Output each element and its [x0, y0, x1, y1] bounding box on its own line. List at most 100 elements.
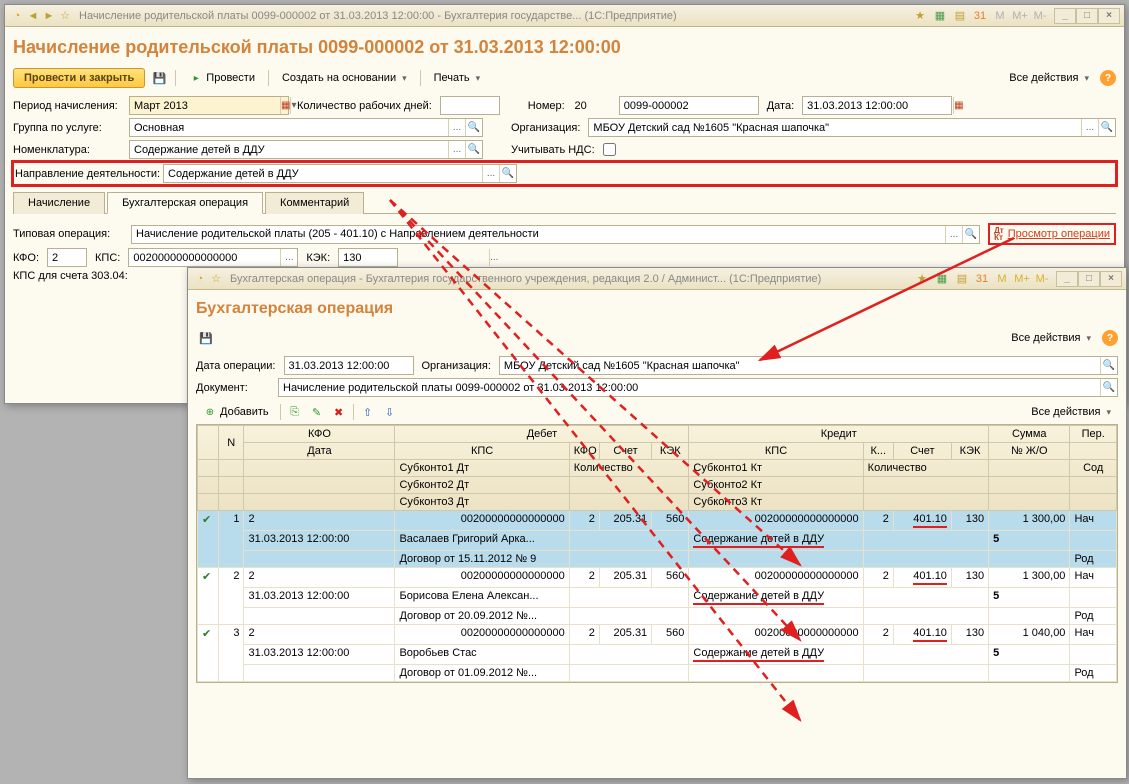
copy-icon[interactable]: ⎘: [285, 402, 305, 422]
org-dots-icon[interactable]: ...: [1081, 119, 1098, 136]
view-operation-link[interactable]: Просмотр операции: [1008, 228, 1110, 240]
nomen-input[interactable]: [130, 144, 448, 156]
fav-icon[interactable]: ★: [914, 271, 930, 287]
mplus-icon[interactable]: M+: [1014, 271, 1030, 287]
dateop-input[interactable]: [285, 360, 435, 372]
document-field[interactable]: 🔍: [278, 378, 1118, 397]
maximize-button[interactable]: □: [1078, 271, 1100, 287]
postings-table[interactable]: N КФО Дебет Кредит Сумма Пер. Дата КПС К…: [196, 424, 1118, 683]
minimize-button[interactable]: _: [1054, 8, 1076, 24]
mplus-icon[interactable]: M+: [1012, 8, 1028, 24]
star-icon[interactable]: ☆: [57, 8, 73, 24]
table-row-sub[interactable]: 31.03.2013 12:00:00 Борисова Елена Алекс…: [198, 588, 1117, 608]
kek-field[interactable]: ...: [338, 248, 398, 267]
table-row-sub[interactable]: Договор от 15.11.2012 № 9 Род: [198, 551, 1117, 568]
date-input[interactable]: [803, 100, 953, 112]
m-icon[interactable]: M: [992, 8, 1008, 24]
direction-dots-icon[interactable]: ...: [482, 165, 499, 182]
table-row-sub[interactable]: Договор от 20.09.2012 №... Род: [198, 608, 1117, 625]
grid-icon[interactable]: ▦: [932, 8, 948, 24]
grid-icon[interactable]: ▦: [934, 271, 950, 287]
mminus-icon[interactable]: M-: [1034, 271, 1050, 287]
org-mag-icon[interactable]: 🔍: [1100, 357, 1117, 374]
nds-checkbox[interactable]: [603, 143, 616, 156]
fav-icon[interactable]: ★: [912, 8, 928, 24]
add-button[interactable]: ⊕Добавить: [196, 402, 276, 422]
calc-icon[interactable]: ▤: [954, 271, 970, 287]
days-input[interactable]: [441, 100, 591, 112]
edit-icon[interactable]: ✎: [307, 402, 327, 422]
table-row-sub[interactable]: Договор от 01.09.2012 №... Род: [198, 665, 1117, 682]
tab-charge[interactable]: Начисление: [13, 192, 105, 214]
close-button[interactable]: ×: [1098, 8, 1120, 24]
table-row[interactable]: ✔ 1 2 00200000000000000 2 205.31 560 002…: [198, 511, 1117, 531]
star-icon[interactable]: ☆: [208, 271, 224, 287]
calendar-icon[interactable]: 31: [972, 8, 988, 24]
period-field[interactable]: ▦▾: [129, 96, 289, 115]
date-field[interactable]: ▦: [802, 96, 952, 115]
number-field[interactable]: [619, 96, 759, 115]
period-calendar-icon[interactable]: ▦: [280, 97, 290, 114]
all-actions-button[interactable]: Все действия: [1002, 69, 1096, 87]
all-actions-button[interactable]: Все действия: [1004, 329, 1098, 347]
kfo-field[interactable]: ...: [47, 248, 87, 267]
save-icon[interactable]: 💾: [149, 68, 169, 88]
org-mag-icon[interactable]: 🔍: [1098, 119, 1115, 136]
nomen-dots-icon[interactable]: ...: [448, 141, 465, 158]
maximize-button[interactable]: □: [1076, 8, 1098, 24]
org-input[interactable]: [589, 122, 1081, 134]
days-field[interactable]: [440, 96, 500, 115]
minimize-button[interactable]: _: [1056, 271, 1078, 287]
post-close-button[interactable]: Провести и закрыть: [13, 68, 145, 88]
save-icon[interactable]: 💾: [196, 328, 216, 348]
table-row[interactable]: ✔ 2 2 00200000000000000 2 205.31 560 002…: [198, 568, 1117, 588]
help-icon[interactable]: ?: [1102, 330, 1118, 346]
kps-input[interactable]: [129, 252, 280, 264]
kps-dots-icon[interactable]: ...: [280, 249, 297, 266]
document-mag-icon[interactable]: 🔍: [1100, 379, 1117, 396]
group-field[interactable]: ...🔍: [129, 118, 483, 137]
group-input[interactable]: [130, 122, 448, 134]
direction-mag-icon[interactable]: 🔍: [499, 165, 516, 182]
back-icon[interactable]: ◄: [25, 8, 41, 24]
m-icon[interactable]: M: [994, 271, 1010, 287]
table-row-sub[interactable]: 31.03.2013 12:00:00 Воробьев Стас Содерж…: [198, 645, 1117, 665]
mminus-icon[interactable]: M-: [1032, 8, 1048, 24]
tab-comment[interactable]: Комментарий: [265, 192, 364, 214]
create-based-button[interactable]: Создать на основании: [275, 69, 414, 87]
up-icon[interactable]: ⇧: [358, 402, 378, 422]
dateop-field[interactable]: [284, 356, 414, 375]
down-icon[interactable]: ⇩: [380, 402, 400, 422]
period-input[interactable]: [130, 100, 280, 112]
kek-dots-icon[interactable]: ...: [489, 249, 498, 266]
titlebar[interactable]: ◔ ◄ ► ☆ Начисление родительской платы 00…: [5, 5, 1124, 27]
typical-dots-icon[interactable]: ...: [945, 226, 962, 243]
typical-field[interactable]: ...🔍: [131, 225, 980, 244]
direction-field[interactable]: ...🔍: [163, 164, 517, 183]
tab-accounting[interactable]: Бухгалтерская операция: [107, 192, 263, 214]
period-dd-icon[interactable]: ▾: [290, 97, 296, 114]
number-input[interactable]: [620, 100, 770, 112]
group-dots-icon[interactable]: ...: [448, 119, 465, 136]
direction-input[interactable]: [164, 168, 482, 180]
fwd-icon[interactable]: ►: [41, 8, 57, 24]
help-icon[interactable]: ?: [1100, 70, 1116, 86]
nomen-field[interactable]: ...🔍: [129, 140, 483, 159]
org-field[interactable]: ...🔍: [588, 118, 1116, 137]
nomen-mag-icon[interactable]: 🔍: [465, 141, 482, 158]
table-row-sub[interactable]: 31.03.2013 12:00:00 Васалаев Григорий Ар…: [198, 531, 1117, 551]
table-row[interactable]: ✔ 3 2 00200000000000000 2 205.31 560 002…: [198, 625, 1117, 645]
delete-icon[interactable]: ✖: [329, 402, 349, 422]
kps-field[interactable]: ...: [128, 248, 298, 267]
typical-input[interactable]: [132, 228, 945, 240]
kek-input[interactable]: [339, 252, 489, 264]
date-cal-icon[interactable]: ▦: [953, 97, 963, 114]
calendar-icon[interactable]: 31: [974, 271, 990, 287]
org-input[interactable]: [500, 360, 1100, 372]
post-button[interactable]: ▸Провести: [182, 68, 262, 88]
all-actions-button[interactable]: Все действия: [1024, 403, 1118, 421]
calc-icon[interactable]: ▤: [952, 8, 968, 24]
org-field[interactable]: 🔍: [499, 356, 1118, 375]
close-button[interactable]: ×: [1100, 271, 1122, 287]
titlebar[interactable]: ◔ ☆ Бухгалтерская операция - Бухгалтерия…: [188, 268, 1126, 290]
